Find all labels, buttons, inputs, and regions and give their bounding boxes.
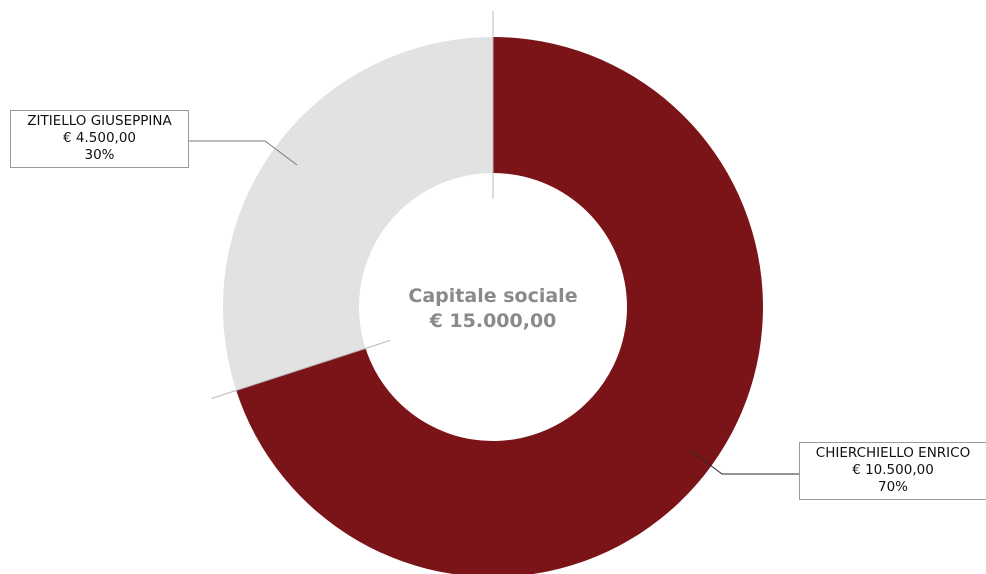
- leader-lines: [189, 140, 799, 475]
- slice-label-percent: 30%: [84, 147, 115, 163]
- donut-slice-zitiello-giuseppina: [222, 37, 493, 391]
- slice-label-chierchiello-enrico: CHIERCHIELLO ENRICO € 10.500,00 70%: [799, 442, 986, 500]
- center-title: Capitale sociale: [408, 285, 578, 307]
- slice-label-name: ZITIELLO GIUSEPPINA: [27, 113, 172, 129]
- slice-label-percent: 70%: [877, 479, 908, 495]
- leader-line-chierchiello-enrico: [689, 449, 799, 475]
- slice-label-name: CHIERCHIELLO ENRICO: [815, 445, 971, 461]
- slice-label-value: € 4.500,00: [63, 130, 136, 146]
- slice-label-value: € 10.500,00: [852, 462, 934, 478]
- slice-boundary-line: [211, 339, 391, 399]
- leader-line-zitiello-giuseppina: [189, 140, 298, 166]
- donut-slice-chierchiello-enrico: [236, 37, 763, 574]
- slice-label-zitiello-giuseppina: ZITIELLO GIUSEPPINA € 4.500,00 30%: [10, 110, 189, 168]
- donut-center-label: Capitale sociale € 15.000,00: [343, 284, 643, 334]
- donut-slices: [211, 11, 763, 574]
- center-total: € 15.000,00: [429, 310, 557, 332]
